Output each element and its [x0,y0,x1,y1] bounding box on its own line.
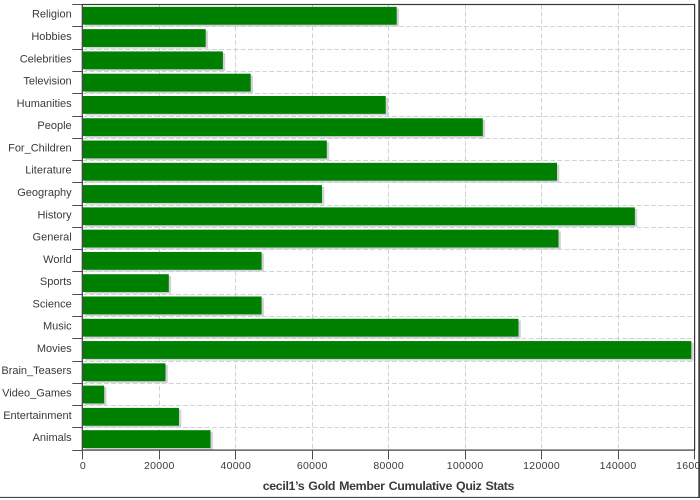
svg-text:20000: 20000 [144,460,175,472]
svg-text:140000: 140000 [600,460,637,472]
svg-text:Science: Science [33,298,72,310]
svg-text:120000: 120000 [523,460,560,472]
svg-text:0: 0 [80,460,86,472]
svg-text:cecil1’s Gold Member Cumulativ: cecil1’s Gold Member Cumulative Quiz Sta… [263,479,515,493]
svg-text:Movies: Movies [37,343,72,355]
svg-text:World: World [43,254,72,266]
svg-text:Animals: Animals [33,432,73,444]
svg-text:Religion: Religion [32,9,72,21]
svg-text:Music: Music [43,321,72,333]
svg-text:80000: 80000 [373,460,404,472]
svg-text:Sports: Sports [40,276,72,288]
svg-text:People: People [37,120,71,132]
svg-text:History: History [37,209,72,221]
svg-text:60000: 60000 [297,460,328,472]
svg-text:For_Children: For_Children [8,142,72,154]
svg-text:100000: 100000 [447,460,484,472]
svg-text:Brain_Teasers: Brain_Teasers [1,365,72,377]
svg-text:Entertainment: Entertainment [3,410,71,422]
svg-text:Television: Television [23,76,71,88]
svg-text:160000: 160000 [676,460,700,472]
svg-text:40000: 40000 [220,460,251,472]
svg-text:Humanities: Humanities [17,98,73,110]
svg-text:Video_Games: Video_Games [2,388,72,400]
svg-text:Geography: Geography [17,187,72,199]
svg-text:Literature: Literature [25,165,71,177]
svg-text:Hobbies: Hobbies [31,31,72,43]
svg-text:Celebrities: Celebrities [20,53,72,65]
svg-text:General: General [33,232,72,244]
